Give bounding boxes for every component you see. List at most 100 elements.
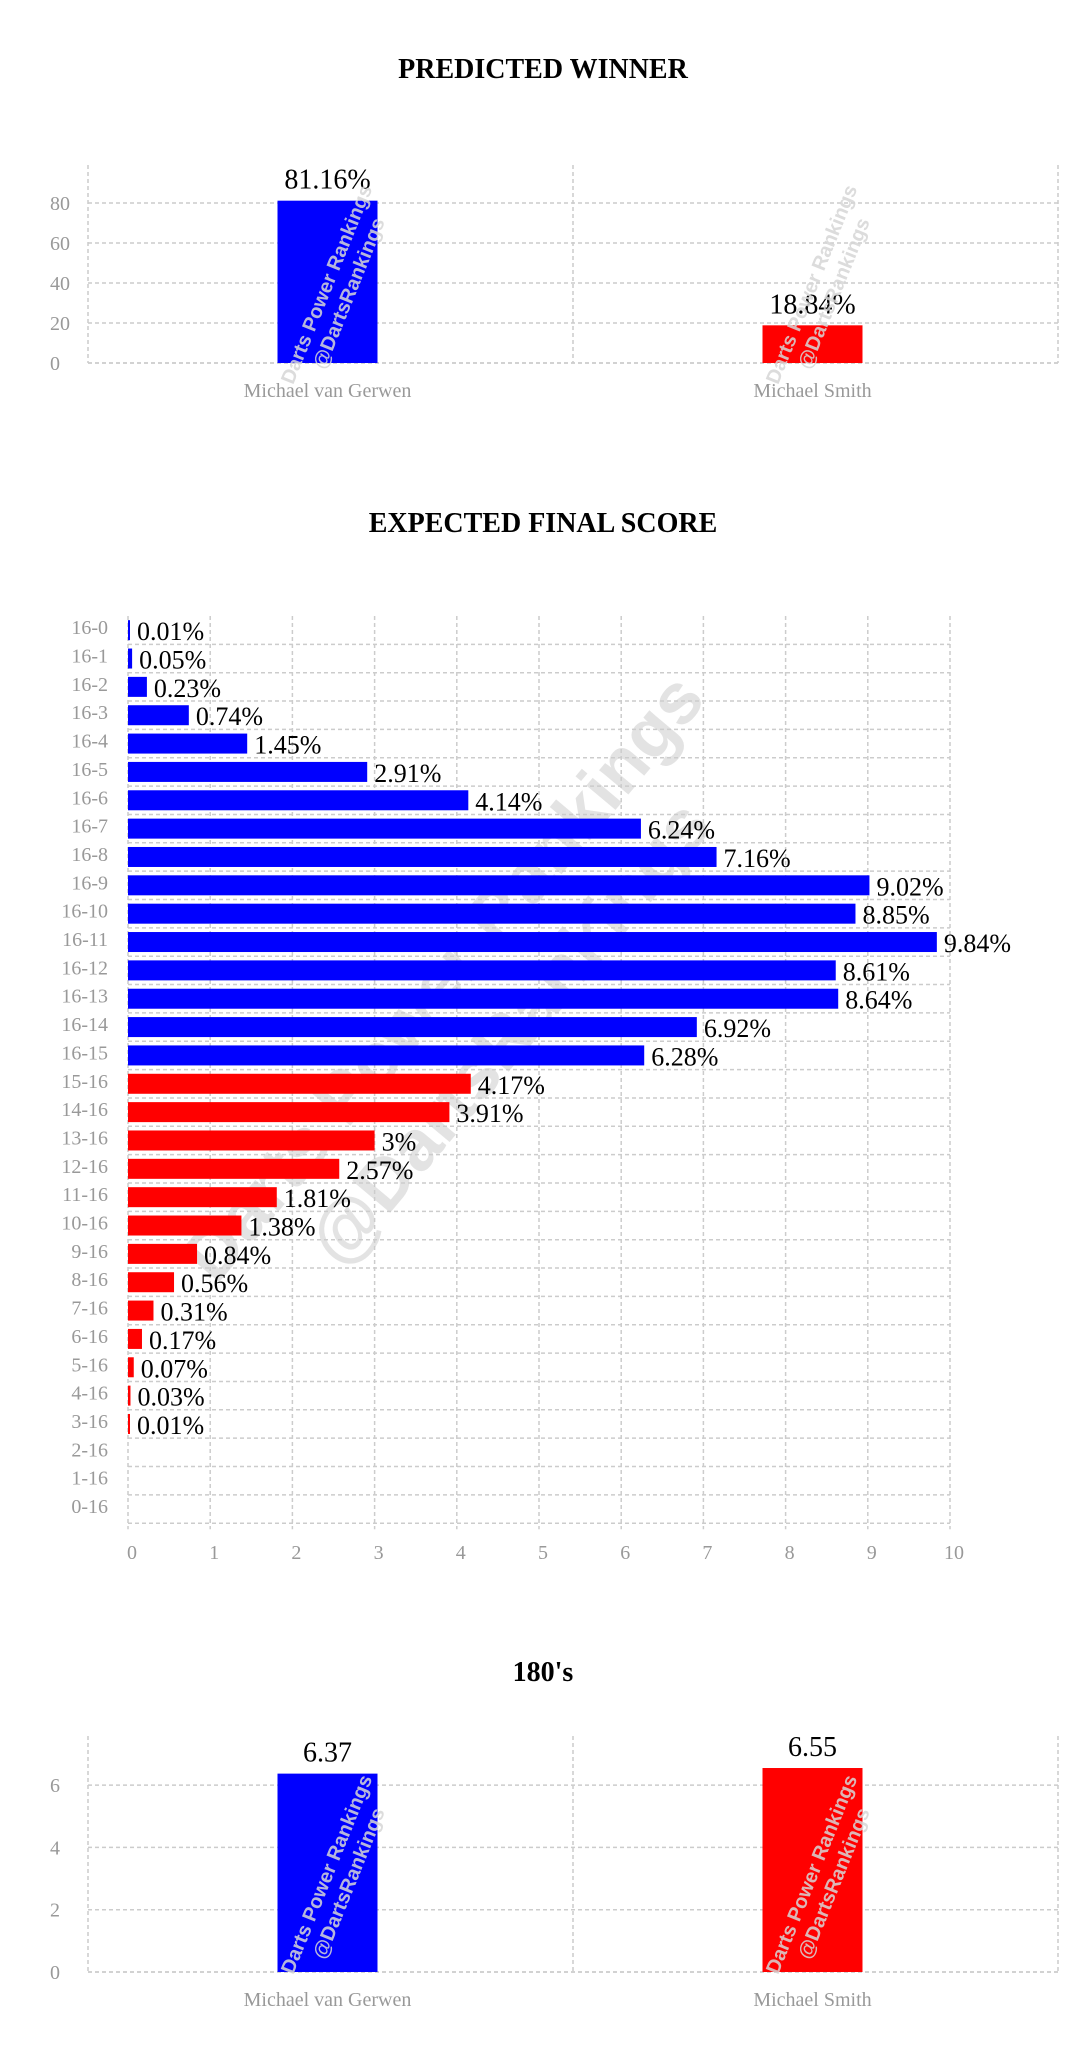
y-tick-label: 4-16 [71,1383,108,1405]
score-bar [128,1073,471,1094]
score-bar [128,875,870,896]
y-tick-label: 2 [50,1900,60,1922]
score-bar [128,761,368,782]
y-tick-label: 1-16 [71,1468,108,1490]
score-value-label: 1.81% [284,1184,351,1213]
score-value-label: 0.07% [141,1354,208,1383]
bar-180s [762,1768,863,1972]
score-value-label: 1.45% [254,731,321,760]
y-tick-label: 16-1 [71,646,108,668]
y-tick-label: 16-3 [71,702,108,724]
score-bar [128,1102,450,1123]
score-bar [128,960,836,981]
score-bar [128,1413,130,1434]
x-tick-label: 0 [127,1542,137,1564]
score-value-label: 0.01% [137,617,204,646]
score-bar [128,818,641,839]
score-value-label: 0.56% [181,1269,248,1298]
y-tick-label: 0 [50,1962,60,1984]
bar-value-label: 81.16% [284,165,370,196]
score-bar [128,1130,375,1151]
score-bar [128,1243,198,1264]
y-tick-label: 16-2 [71,674,108,696]
y-tick-label: 60 [50,233,70,255]
bar-winner [762,325,863,363]
score-bar [128,733,248,754]
y-tick-label: 40 [50,273,70,295]
y-tick-label: 16-5 [71,759,108,781]
one-eighties-title: 180's [512,1657,574,1688]
y-tick-label: 16-11 [62,929,108,951]
x-tick-label: 9 [867,1542,877,1564]
score-bar [128,1158,340,1179]
y-tick-label: 16-9 [71,872,108,894]
score-bar [128,790,469,811]
bar-winner [277,200,378,363]
y-tick-label: 0-16 [71,1496,108,1518]
score-value-label: 6.28% [651,1042,718,1071]
score-bar [128,1272,175,1293]
score-value-label: 0.03% [137,1383,204,1412]
score-bar [128,846,717,867]
bar-180s [277,1773,378,1972]
score-value-label: 0.01% [137,1411,204,1440]
x-tick-label: Michael van Gerwen [244,380,412,402]
score-bar [128,620,130,641]
score-bar [128,1017,697,1038]
score-bar [128,1357,134,1378]
score-bar [128,1385,131,1406]
bar-value-label: 6.55 [788,1732,837,1763]
score-bar [128,676,147,697]
y-tick-label: 5-16 [71,1354,108,1376]
y-tick-label: 9-16 [71,1241,108,1263]
score-value-label: 3.91% [456,1099,523,1128]
x-tick-label: Michael Smith [753,380,871,402]
x-tick-label: Michael Smith [753,1989,871,2011]
score-value-label: 6.92% [704,1014,771,1043]
score-bar [128,932,937,953]
x-tick-label: 3 [374,1542,384,1564]
y-tick-label: 20 [50,313,70,335]
y-tick-label: 16-15 [61,1042,108,1064]
expected-final-score-title: EXPECTED FINAL SCORE [368,508,718,539]
y-tick-label: 16-8 [71,844,108,866]
score-value-label: 7.16% [724,844,791,873]
y-tick-label: 8-16 [71,1269,108,1291]
y-tick-label: 10-16 [61,1213,108,1235]
y-tick-label: 80 [50,193,70,215]
score-value-label: 8.85% [862,901,929,930]
score-value-label: 3% [382,1127,417,1156]
score-bar [128,1045,645,1066]
score-value-label: 8.61% [843,957,910,986]
x-tick-label: 2 [291,1542,301,1564]
score-value-label: 8.64% [845,986,912,1015]
score-value-label: 9.02% [876,872,943,901]
score-bar [128,1187,277,1208]
y-tick-label: 16-7 [71,816,108,838]
x-tick-label: 6 [620,1542,630,1564]
score-bar [128,1300,154,1321]
score-value-label: 0.74% [196,702,263,731]
score-value-label: 4.17% [478,1071,545,1100]
y-tick-label: 16-12 [61,957,108,979]
score-value-label: 0.84% [204,1241,271,1270]
bar-value-label: 6.37 [303,1738,352,1769]
y-tick-label: 16-0 [71,617,108,639]
score-value-label: 0.31% [160,1298,227,1327]
y-tick-label: 16-13 [61,986,108,1008]
score-bar [128,903,856,924]
y-tick-label: 4 [50,1837,60,1859]
x-tick-label: 8 [785,1542,795,1564]
y-tick-label: 14-16 [61,1099,108,1121]
score-value-label: 6.24% [648,816,715,845]
score-value-label: 2.57% [346,1156,413,1185]
x-tick-label: 4 [456,1542,466,1564]
y-tick-label: 15-16 [61,1071,108,1093]
score-value-label: 4.14% [475,787,542,816]
y-tick-label: 6 [50,1775,60,1797]
score-value-label: 1.38% [248,1213,315,1242]
y-tick-label: 16-6 [71,787,108,809]
y-tick-label: 11-16 [62,1184,108,1206]
